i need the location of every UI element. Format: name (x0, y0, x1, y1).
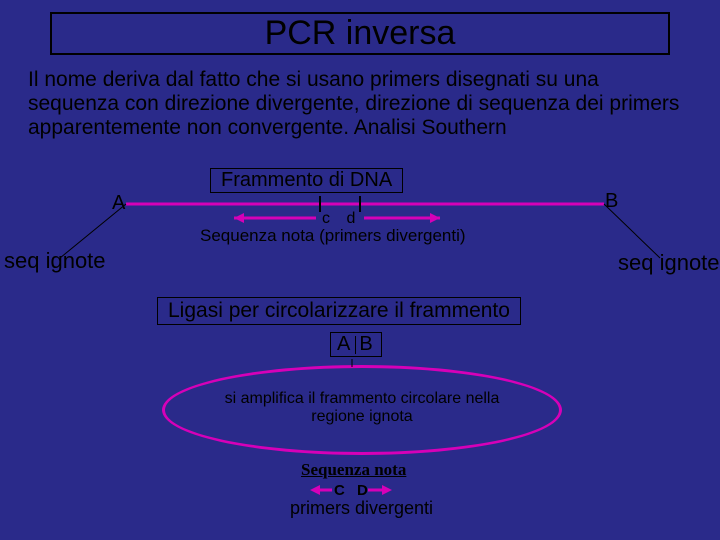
cd2-left-arrow (310, 485, 320, 495)
ab-a: A (337, 333, 352, 355)
amplify-text: si amplifica il frammento circolare nell… (212, 390, 512, 427)
bracket-left (60, 204, 126, 258)
title-text: PCR inversa (265, 14, 456, 52)
ab-separator (355, 336, 356, 354)
intro-text: Il nome deriva dal fatto che si usano pr… (28, 68, 692, 140)
ligase-box: Ligasi per circolarizzare il frammento (157, 297, 521, 325)
primer-c-arrow (234, 213, 244, 223)
dna-diagram: Frammento di DNA A B seq ignote seq igno… (0, 168, 720, 298)
cd2-label: C D (334, 482, 372, 499)
ab-junction-box: AB (330, 332, 382, 357)
ab-b: B (359, 333, 374, 355)
sequenza-nota-underlined: Sequenza nota (301, 460, 406, 480)
title-box: PCR inversa (50, 12, 670, 55)
cd2-right-arrow (382, 485, 392, 495)
primer-d-arrow (430, 213, 440, 223)
primers-divergenti-label: primers divergenti (290, 498, 433, 519)
bracket-right (604, 204, 660, 258)
diagram-svg (0, 168, 720, 298)
ligase-text: Ligasi per circolarizzare il frammento (168, 299, 510, 322)
